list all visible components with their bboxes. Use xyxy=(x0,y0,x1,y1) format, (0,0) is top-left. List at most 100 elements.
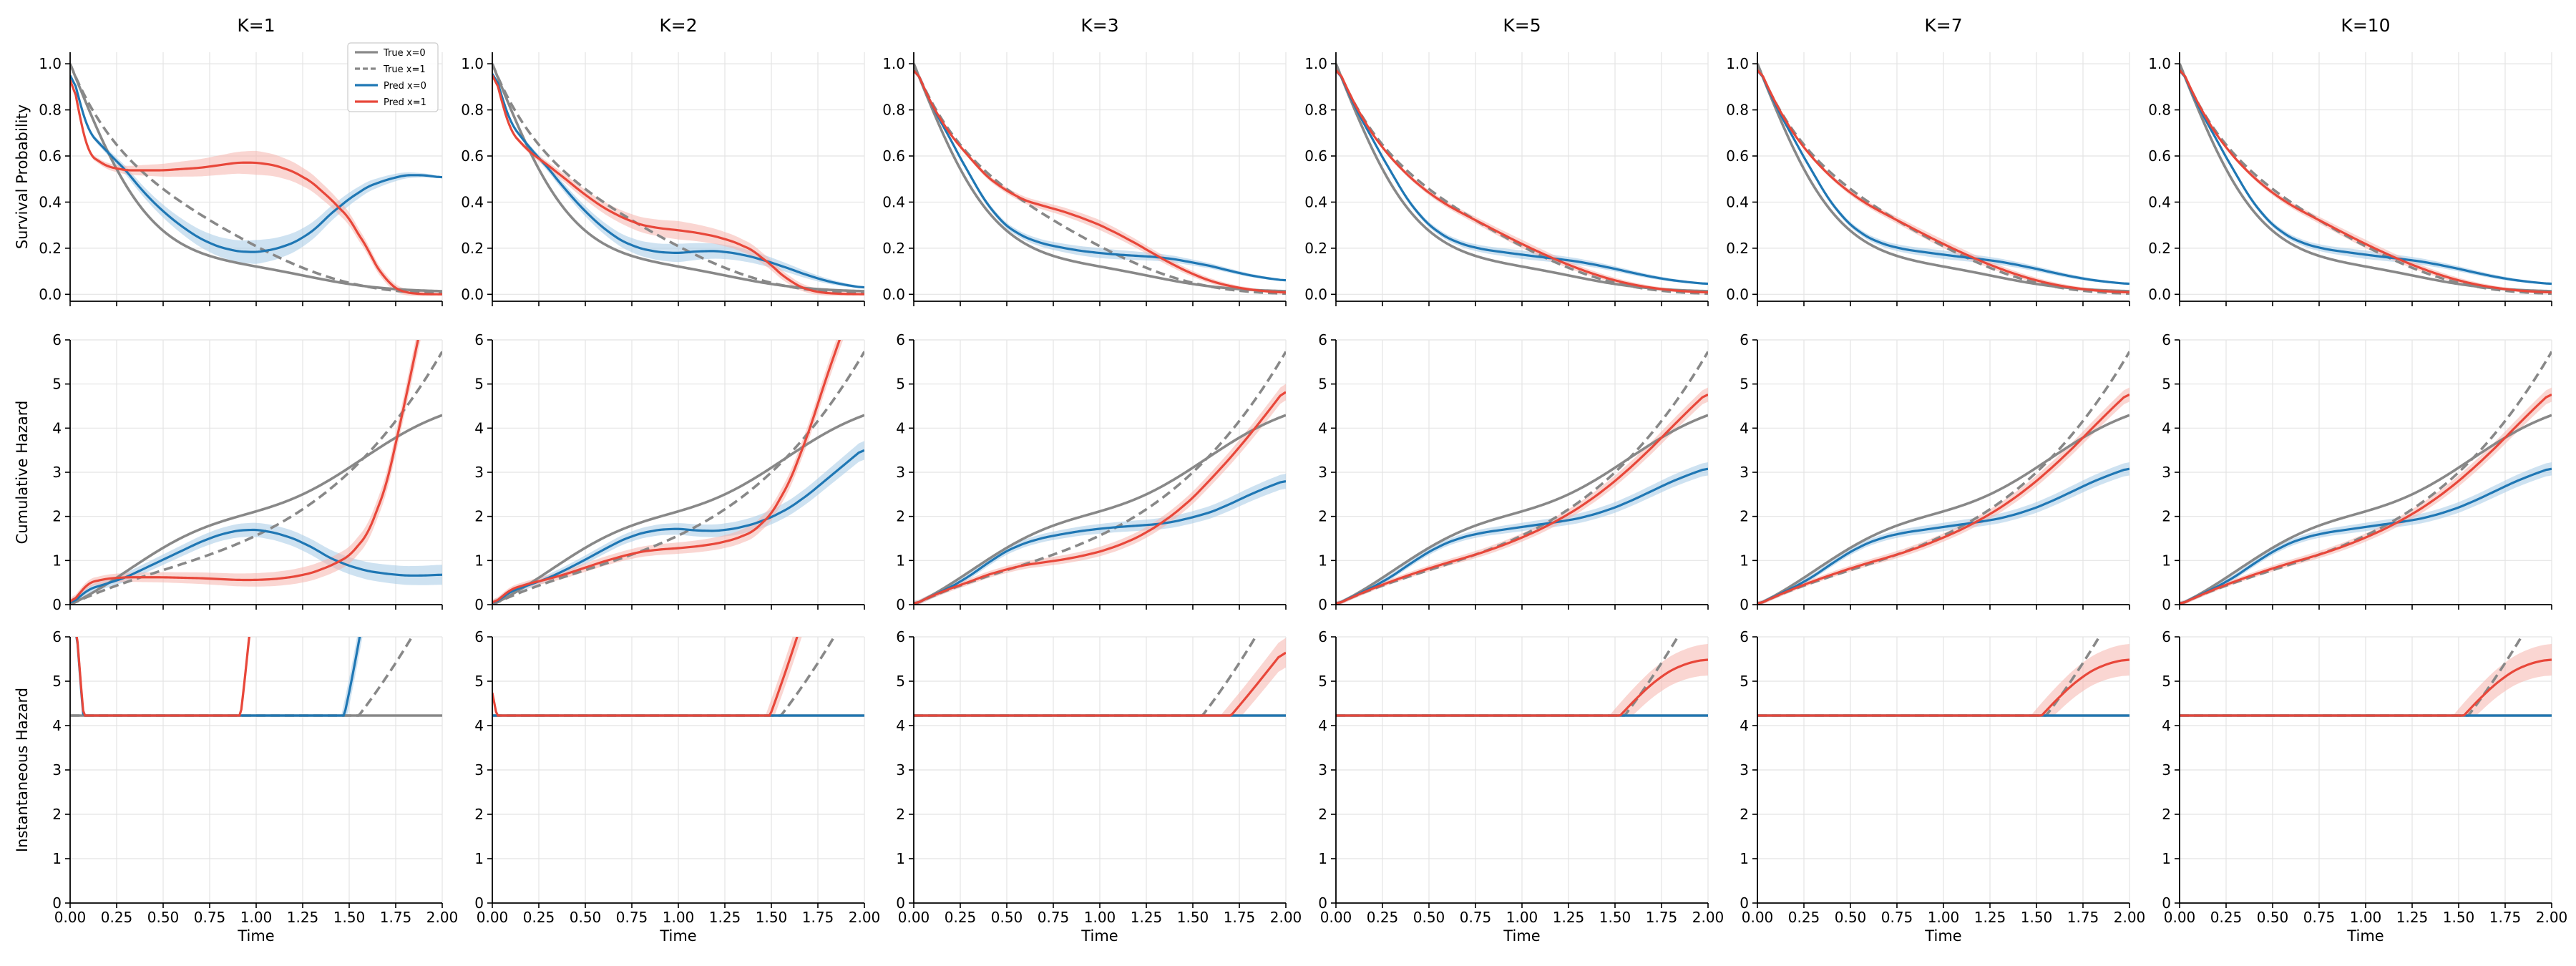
panel-surv-k10: 0.0 0.2 0.4 0.6 0.8 1.0 xyxy=(2148,52,2552,306)
x-tick-label: 0.25 xyxy=(1367,909,1399,926)
y-tick-label: 4 xyxy=(474,717,484,734)
x-tick-label: 0.00 xyxy=(1320,909,1352,926)
panel-cum-k1: 0 1 2 3 4 5 6 Cumulative Hazard xyxy=(14,331,443,613)
y-tick-label: 3 xyxy=(896,761,905,779)
legend-labels: True x=0 True x=1 Pred x=0 Pred x=1 xyxy=(383,48,426,108)
series-pred-x1 xyxy=(492,340,841,604)
x-tick-label: 0.50 xyxy=(1413,909,1445,926)
y-tick-label: 6 xyxy=(1740,331,1749,348)
y-tick-label: 4 xyxy=(474,419,484,436)
y-tick-label: 2 xyxy=(474,806,484,823)
y-tick-label: 4 xyxy=(896,419,905,436)
y-tick-label: 0.2 xyxy=(1726,240,1749,257)
y-tick-label: 0.6 xyxy=(1726,147,1749,165)
panel-inst-k5: 0 1 2 3 4 5 6 0.00 0.25 0.50 0.75 1.00 1.25 1.50 1.75 2… xyxy=(1318,628,1724,945)
ci-band-x0 xyxy=(914,69,1286,281)
y-tick-label: 1 xyxy=(896,552,905,569)
series-pred-x1 xyxy=(1336,69,1708,294)
y-tick-label: 0.8 xyxy=(882,102,905,119)
y-tick-label: 0 xyxy=(896,596,905,613)
x-tick-label: 0.75 xyxy=(2303,909,2336,926)
y-tick-label: 6 xyxy=(474,628,484,645)
ci-band-x0 xyxy=(1336,462,1708,605)
y-tick-label: 1 xyxy=(52,552,62,569)
series-pred-x1 xyxy=(1757,69,2129,294)
series-pred-x1 xyxy=(492,74,864,296)
panel-surv-k3: 0.0 0.2 0.4 0.6 0.8 1.0 xyxy=(882,52,1287,306)
series-pred-x1 xyxy=(2180,69,2552,294)
y-tick-label: 1 xyxy=(1740,850,1749,867)
legend-label-pred-x1: Pred x=1 xyxy=(384,97,426,108)
ci-band-x0 xyxy=(492,72,864,288)
y-tick-label: 2 xyxy=(2162,806,2171,823)
series-true-x0 xyxy=(1757,414,2129,605)
series-pred-x0 xyxy=(2180,69,2552,286)
x-tick-label: 0.50 xyxy=(570,909,602,926)
column-title: K=1 xyxy=(237,15,275,36)
series-pred-x1 xyxy=(70,79,442,296)
y-tick-label: 3 xyxy=(52,464,62,481)
series-true-x0 xyxy=(70,414,442,605)
x-tick-label: 2.00 xyxy=(1270,909,1302,926)
panel-inst-k2: 0 1 2 3 4 5 6 0.00 0.25 0.50 0.75 1.00 1.25 1.50 1.75 2… xyxy=(474,628,881,945)
y-tick-label: 3 xyxy=(1318,761,1327,779)
x-tick-label: 1.25 xyxy=(1974,909,2006,926)
x-tick-label: 1.00 xyxy=(663,909,695,926)
series-pred-x1 xyxy=(914,651,1286,717)
legend-box xyxy=(347,42,439,112)
x-tick-label: 0.00 xyxy=(54,909,87,926)
x-tick-label: 2.00 xyxy=(426,909,459,926)
panel-inst-k3: 0 1 2 3 4 5 6 0.00 0.25 0.50 0.75 1.00 1.25 1.50 1.75 2… xyxy=(896,628,1302,945)
panel-cum-k2: 0 1 2 3 4 5 6 xyxy=(474,331,865,613)
y-tick-label: 2 xyxy=(474,508,484,525)
x-tick-label: 1.50 xyxy=(1177,909,1209,926)
y-tick-label: 4 xyxy=(1318,717,1327,734)
series-pred-x1 xyxy=(70,340,419,602)
x-tick-label: 0.00 xyxy=(2164,909,2196,926)
y-tick-label: 0.4 xyxy=(461,193,484,210)
y-tick-label: 0.6 xyxy=(461,147,484,165)
x-tick-label: 0.75 xyxy=(1881,909,1913,926)
y-tick-label: 0.0 xyxy=(882,286,905,303)
panel-inst-k10: 0 1 2 3 4 5 6 0.00 0.25 0.50 0.75 1.00 1.25 1.50 1.75 2… xyxy=(2162,628,2568,945)
ci-band-x0 xyxy=(70,74,442,264)
y-tick-label: 4 xyxy=(1740,419,1749,436)
x-tick-label: 1.00 xyxy=(1928,909,1960,926)
column-title: K=10 xyxy=(2341,15,2390,36)
x-axis-label: Time xyxy=(1080,927,1118,945)
y-tick-label: 0.8 xyxy=(1304,102,1327,119)
y-tick-label: 0.2 xyxy=(2148,240,2171,257)
x-tick-label: 1.75 xyxy=(2489,909,2522,926)
y-tick-label: 4 xyxy=(896,717,905,734)
y-tick-label: 6 xyxy=(52,331,62,348)
y-tick-label: 0.0 xyxy=(1726,286,1749,303)
y-tick-label: 0.0 xyxy=(461,286,484,303)
ci-band-x1 xyxy=(492,637,802,716)
y-tick-label: 6 xyxy=(1318,331,1327,348)
y-tick-label: 0.8 xyxy=(1726,102,1749,119)
y-tick-label: 5 xyxy=(474,673,484,690)
series-pred-x1 xyxy=(1336,394,1708,605)
x-tick-label: 1.75 xyxy=(802,909,834,926)
series-pred-x0 xyxy=(2180,467,2552,605)
y-tick-label: 0.2 xyxy=(1304,240,1327,257)
y-tick-label: 3 xyxy=(2162,761,2171,779)
x-tick-label: 1.75 xyxy=(1224,909,1256,926)
y-tick-label: 4 xyxy=(52,419,62,436)
y-tick-label: 1.0 xyxy=(2148,55,2171,72)
ci-band-x0 xyxy=(2180,462,2552,605)
panel-surv-k1: 0.0 0.2 0.4 0.6 0.8 1.0 Survival Probability xyxy=(14,42,443,306)
y-tick-label: 5 xyxy=(474,376,484,393)
series-true-x1 xyxy=(1757,63,2129,296)
series-pred-x1 xyxy=(1757,658,2129,717)
x-tick-label: 2.00 xyxy=(849,909,881,926)
x-tick-label: 0.00 xyxy=(898,909,930,926)
y-tick-label: 6 xyxy=(52,628,62,645)
x-tick-label: 1.00 xyxy=(2350,909,2382,926)
y-tick-label: 2 xyxy=(2162,508,2171,525)
x-tick-label: 2.00 xyxy=(2536,909,2568,926)
series-true-x0 xyxy=(2180,414,2552,605)
y-tick-label: 1.0 xyxy=(39,55,62,72)
y-tick-label: 2 xyxy=(52,806,62,823)
